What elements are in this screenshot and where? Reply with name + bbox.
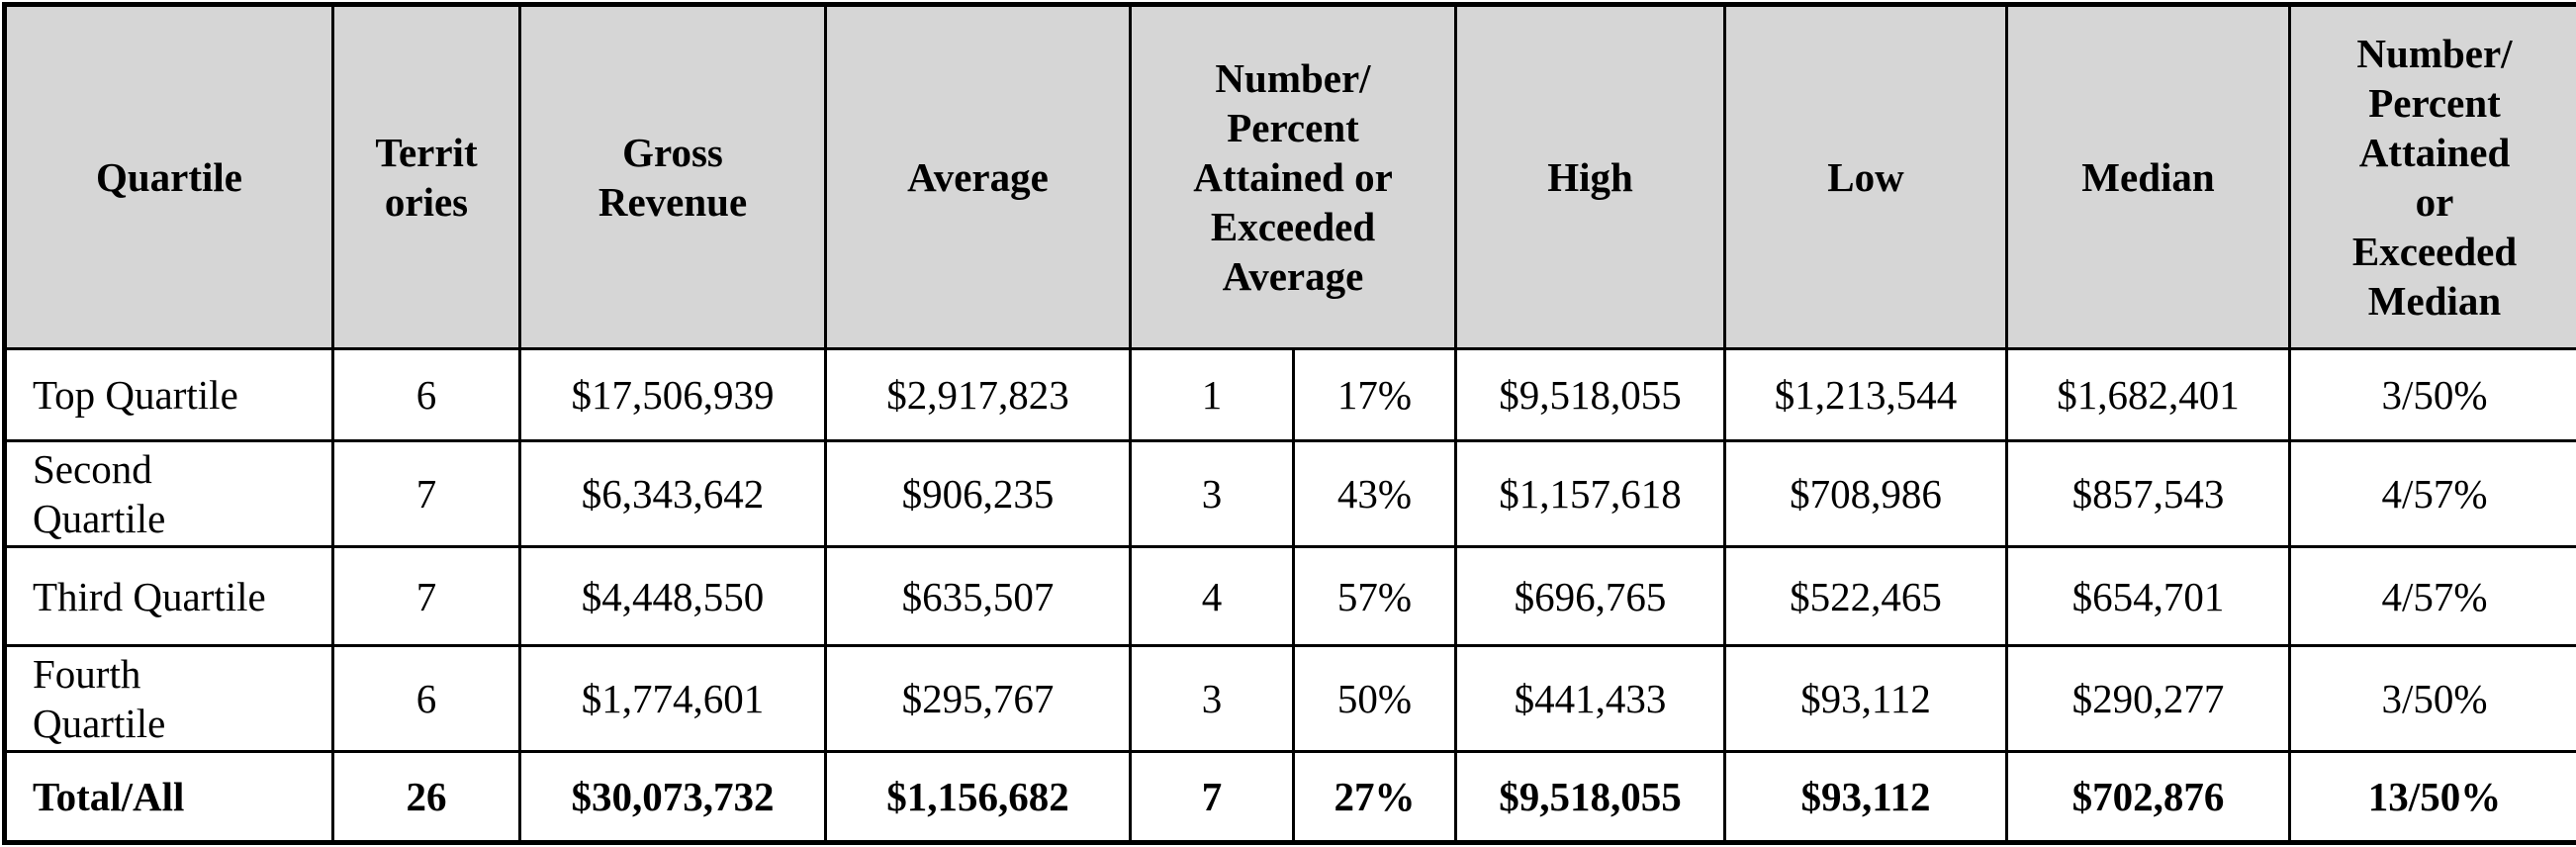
- cell-num-pct-median: 3/50%: [2288, 347, 2576, 442]
- table-row-top-quartile: Top Quartile 6 $17,506,939 $2,917,823 1 …: [3, 347, 2576, 442]
- cell-low: $93,112: [1723, 644, 2008, 754]
- cell-low: $1,213,544: [1723, 347, 2008, 442]
- header-row: Quartile Territ ories Gross Revenue Aver…: [3, 3, 2576, 350]
- cell-average-total: $1,156,682: [824, 750, 1132, 845]
- cell-num-pct-median: 4/57%: [2288, 545, 2576, 648]
- cell-territories: 7: [331, 438, 521, 549]
- cell-quartile: Fourth Quartile: [3, 644, 334, 754]
- cell-quartile-total: Total/All: [3, 750, 334, 845]
- cell-num-pct-median: 4/57%: [2288, 438, 2576, 549]
- table-row-second-quartile: Second Quartile 7 $6,343,642 $906,235 3 …: [3, 438, 2576, 549]
- cell-attained-number: 1: [1129, 347, 1295, 442]
- cell-num-pct-median: 3/50%: [2288, 644, 2576, 754]
- header-cell-median: Median: [2005, 3, 2291, 350]
- cell-low: $522,465: [1723, 545, 2008, 648]
- cell-high: $9,518,055: [1454, 347, 1726, 442]
- header-cell-num-pct-median: Number/ Percent Attained or Exceeded Med…: [2288, 3, 2576, 350]
- cell-gross-revenue: $17,506,939: [518, 347, 827, 442]
- cell-quartile: Third Quartile: [3, 545, 334, 648]
- cell-attained-number: 4: [1129, 545, 1295, 648]
- cell-median: $857,543: [2005, 438, 2291, 549]
- cell-attained-percent-total: 27%: [1292, 750, 1457, 845]
- table-row-total: Total/All 26 $30,073,732 $1,156,682 7 27…: [3, 750, 2576, 845]
- table-row-third-quartile: Third Quartile 7 $4,448,550 $635,507 4 5…: [3, 545, 2576, 648]
- cell-median-total: $702,876: [2005, 750, 2291, 845]
- cell-territories-total: 26: [331, 750, 521, 845]
- cell-high: $441,433: [1454, 644, 1726, 754]
- cell-average: $295,767: [824, 644, 1132, 754]
- cell-quartile: Top Quartile: [3, 347, 334, 442]
- cell-median: $290,277: [2005, 644, 2291, 754]
- cell-gross-revenue: $6,343,642: [518, 438, 827, 549]
- header-cell-territories: Territ ories: [331, 3, 521, 350]
- cell-average: $2,917,823: [824, 347, 1132, 442]
- cell-num-pct-median-total: 13/50%: [2288, 750, 2576, 845]
- cell-low: $708,986: [1723, 438, 2008, 549]
- cell-gross-revenue: $4,448,550: [518, 545, 827, 648]
- cell-quartile: Second Quartile: [3, 438, 334, 549]
- cell-gross-revenue: $1,774,601: [518, 644, 827, 754]
- cell-gross-revenue-total: $30,073,732: [518, 750, 827, 845]
- cell-median: $654,701: [2005, 545, 2291, 648]
- header-cell-average: Average: [824, 3, 1132, 350]
- cell-high: $1,157,618: [1454, 438, 1726, 549]
- cell-median: $1,682,401: [2005, 347, 2291, 442]
- cell-high-total: $9,518,055: [1454, 750, 1726, 845]
- cell-attained-number: 3: [1129, 644, 1295, 754]
- cell-attained-percent: 43%: [1292, 438, 1457, 549]
- header-cell-low: Low: [1723, 3, 2008, 350]
- cell-territories: 6: [331, 644, 521, 754]
- header-cell-gross-revenue: Gross Revenue: [518, 3, 827, 350]
- cell-average: $906,235: [824, 438, 1132, 549]
- cell-attained-percent: 17%: [1292, 347, 1457, 442]
- cell-average: $635,507: [824, 545, 1132, 648]
- cell-territories: 6: [331, 347, 521, 442]
- cell-high: $696,765: [1454, 545, 1726, 648]
- header-cell-high: High: [1454, 3, 1726, 350]
- cell-attained-percent: 50%: [1292, 644, 1457, 754]
- header-cell-quartile: Quartile: [3, 3, 334, 350]
- table-row-fourth-quartile: Fourth Quartile 6 $1,774,601 $295,767 3 …: [3, 644, 2576, 754]
- cell-low-total: $93,112: [1723, 750, 2008, 845]
- cell-territories: 7: [331, 545, 521, 648]
- cell-attained-number: 3: [1129, 438, 1295, 549]
- header-cell-num-pct-average: Number/ Percent Attained or Exceeded Ave…: [1129, 3, 1457, 350]
- cell-attained-number-total: 7: [1129, 750, 1295, 845]
- cell-attained-percent: 57%: [1292, 545, 1457, 648]
